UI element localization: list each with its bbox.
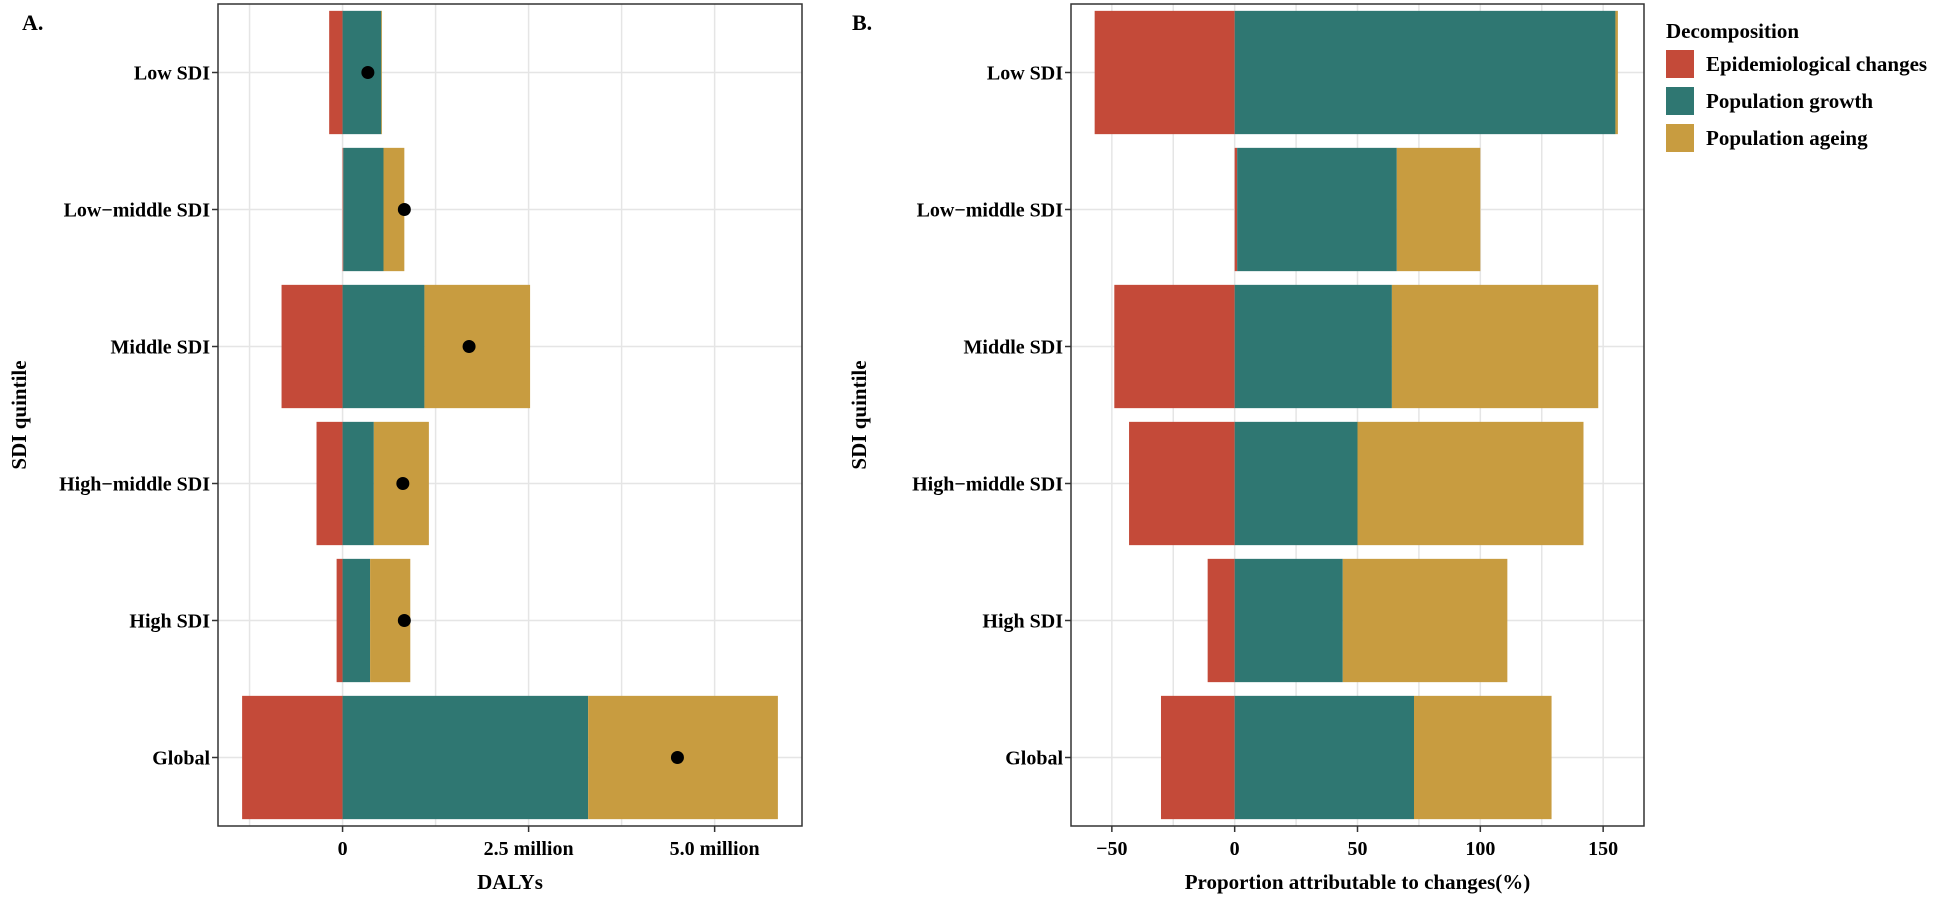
panel-a-bars [242, 10, 778, 820]
panel-a-x-axis-title: DALYs [477, 870, 543, 894]
y-tick-label-global: Global [152, 748, 210, 770]
bar-low-sdi-population-ageing [381, 10, 383, 135]
panel-b-bars [1094, 10, 1618, 820]
x-tick-label: 2.5 million [484, 838, 574, 860]
legend-title: Decomposition [1666, 19, 1799, 43]
bar-low-middle-sdi-population-ageing [383, 147, 405, 272]
bar-low-sdi-population-growth [1234, 10, 1616, 135]
legend: Decomposition Epidemiological changes Pop… [1666, 19, 1927, 152]
y-tick-label-middle-sdi: Middle SDI [111, 337, 211, 359]
bar-low-middle-sdi-epidemiological-changes [1234, 147, 1238, 272]
panel-b-y-ticks: Low SDI Low−middle SDI Middle SDI High−midd… [912, 63, 1071, 770]
y-tick-label-global: Global [1005, 748, 1063, 770]
legend-label-population-growth: Population growth [1706, 89, 1873, 113]
panel-a-y-axis-title: SDI quintile [7, 360, 31, 469]
y-tick-label-high-middle-sdi: High−middle SDI [59, 474, 210, 496]
panel-a-chart: A. Low SDI Low−middle SDI Middle SDI High−m… [7, 3, 803, 894]
net-change-point-low-middle-sdi [397, 203, 411, 216]
bar-low-sdi-population-ageing [1615, 10, 1618, 135]
panel-a-frame [217, 3, 803, 827]
y-tick-label-low-middle-sdi: Low−middle SDI [917, 200, 1064, 222]
bar-global-population-growth [342, 695, 589, 820]
x-tick-label: −50 [1096, 838, 1127, 860]
bar-high-sdi-population-growth [342, 558, 371, 683]
bar-middle-sdi-population-growth [1234, 284, 1392, 409]
panel-b-x-axis-title: Proportion attributable to changes(%) [1185, 870, 1531, 894]
panel-b-x-ticks: −50 0 50 100 150 [1096, 826, 1618, 860]
panel-a-x-ticks: 0 2.5 million 5.0 million [338, 826, 760, 860]
bar-middle-sdi-epidemiological-changes [281, 284, 343, 409]
legend-label-population-ageing: Population ageing [1706, 126, 1868, 150]
bar-high-middle-sdi-population-growth [342, 421, 374, 546]
bar-high-middle-sdi-population-ageing [1357, 421, 1584, 546]
x-tick-label: 0 [1230, 838, 1240, 860]
legend-label-epidemiological-changes: Epidemiological changes [1706, 52, 1927, 76]
bar-low-middle-sdi-population-growth [1237, 147, 1397, 272]
bar-low-middle-sdi-population-ageing [1396, 147, 1481, 272]
bar-high-sdi-population-growth [1234, 558, 1343, 683]
bar-high-middle-sdi-population-growth [1234, 421, 1358, 546]
bar-low-sdi-epidemiological-changes [1094, 10, 1235, 135]
bar-low-sdi-epidemiological-changes [329, 10, 343, 135]
bar-middle-sdi-epidemiological-changes [1114, 284, 1235, 409]
panel-b-y-axis-title: SDI quintile [847, 360, 871, 469]
x-tick-label: 0 [338, 838, 348, 860]
bar-middle-sdi-population-ageing [424, 284, 531, 409]
net-change-point-high-sdi [397, 614, 411, 627]
bar-high-sdi-epidemiological-changes [1207, 558, 1235, 683]
y-tick-label-low-sdi: Low SDI [987, 63, 1063, 85]
x-tick-label: 150 [1588, 838, 1618, 860]
x-tick-label: 100 [1465, 838, 1495, 860]
net-change-point-middle-sdi [462, 340, 476, 353]
y-tick-label-high-middle-sdi: High−middle SDI [912, 474, 1063, 496]
bar-high-sdi-population-ageing [1342, 558, 1508, 683]
panel-b-chart: B. Low SDI Low−middle SDI Middle SDI High−m… [847, 3, 1645, 894]
bar-high-middle-sdi-epidemiological-changes [1129, 421, 1235, 546]
y-tick-label-low-middle-sdi: Low−middle SDI [64, 200, 211, 222]
net-change-point-global [670, 751, 684, 764]
legend-swatch-population-ageing [1666, 124, 1694, 152]
legend-swatch-epidemiological-changes [1666, 50, 1694, 78]
panel-a-net-points [361, 66, 684, 764]
bar-global-population-growth [1234, 695, 1414, 820]
bar-middle-sdi-population-ageing [1391, 284, 1599, 409]
legend-swatch-population-growth [1666, 87, 1694, 115]
net-change-point-low-sdi [361, 66, 375, 79]
bar-global-epidemiological-changes [1160, 695, 1235, 820]
bar-global-population-ageing [1413, 695, 1552, 820]
bar-low-middle-sdi-epidemiological-changes [342, 147, 344, 272]
y-tick-label-low-sdi: Low SDI [134, 63, 210, 85]
bar-high-sdi-epidemiological-changes [336, 558, 343, 683]
panel-a-y-ticks: Low SDI Low−middle SDI Middle SDI High−midd… [59, 63, 218, 770]
legend-items: Epidemiological changes Population growth… [1666, 50, 1927, 152]
bar-middle-sdi-population-growth [342, 284, 425, 409]
bar-high-middle-sdi-epidemiological-changes [316, 421, 343, 546]
y-tick-label-middle-sdi: Middle SDI [964, 337, 1064, 359]
bar-low-middle-sdi-population-growth [343, 147, 384, 272]
panel-b-tag: B. [852, 10, 872, 35]
x-tick-label: 5.0 million [670, 838, 760, 860]
net-change-point-high-middle-sdi [396, 477, 410, 490]
y-tick-label-high-sdi: High SDI [982, 611, 1063, 633]
x-tick-label: 50 [1348, 838, 1368, 860]
y-tick-label-high-sdi: High SDI [129, 611, 210, 633]
bar-global-epidemiological-changes [242, 695, 343, 820]
panel-a-tag: A. [22, 10, 43, 35]
